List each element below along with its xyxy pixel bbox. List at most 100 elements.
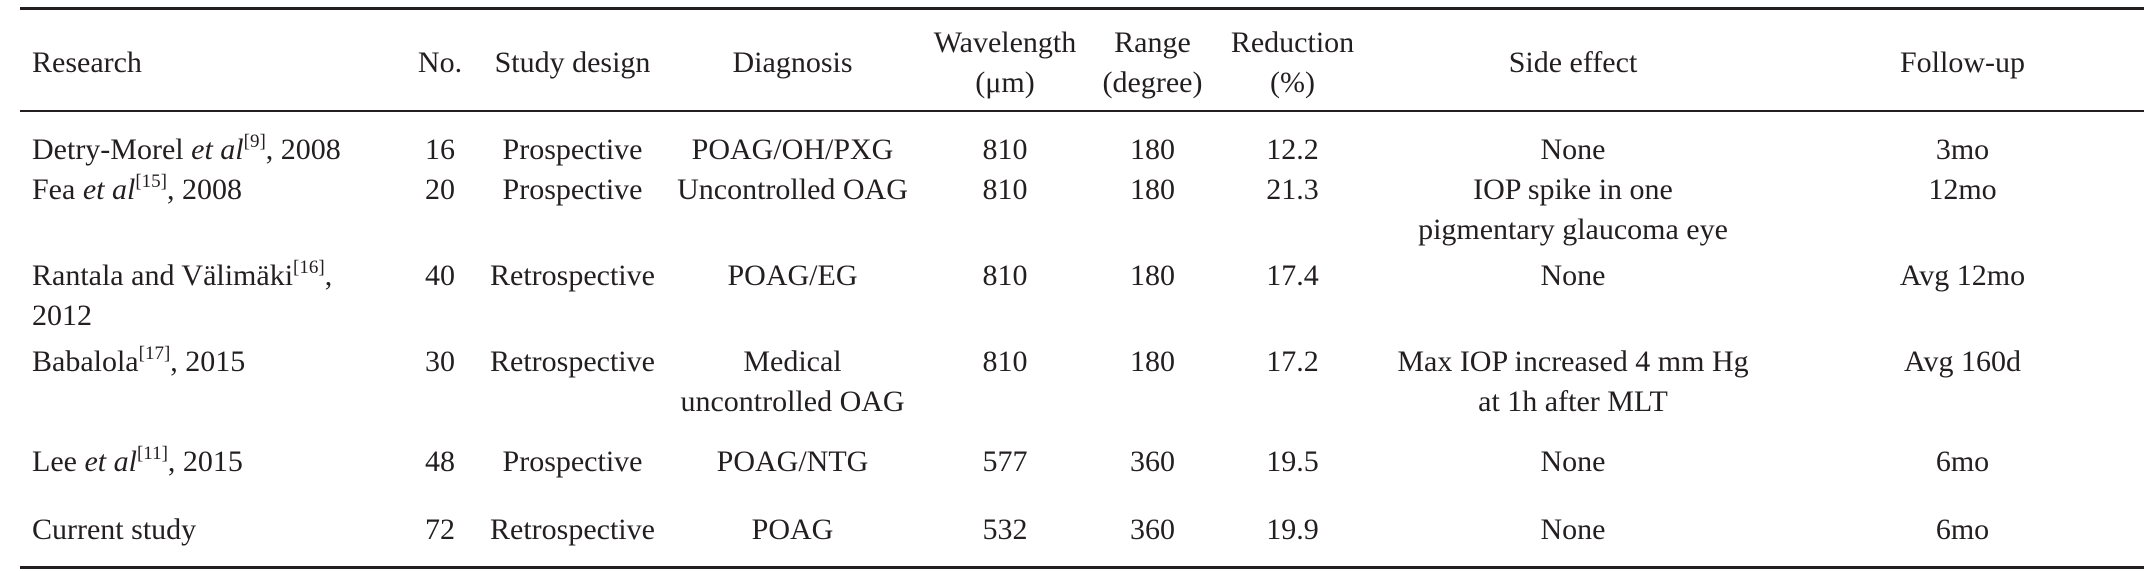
cell-wavelength: 577 <box>982 445 1028 478</box>
header-wavelength: Wavelength (μm) <box>925 7 1085 112</box>
table-row: Rantala and Välimäki[16], 2012 40 Retrosp… <box>20 256 2144 342</box>
table-row: Detry-Morel et al[9], 2008 16 Prospectiv… <box>20 111 2144 170</box>
author: Current study <box>32 513 197 546</box>
cell-no: 72 <box>395 510 485 569</box>
cell-reduction: 19.9 <box>1220 510 1365 569</box>
et-al: et al <box>84 445 137 478</box>
cell-wavelength: 532 <box>925 510 1085 569</box>
cell-side-effect: IOP spike in one pigmentary glaucoma eye <box>1365 170 1781 256</box>
et-al: et al <box>82 173 136 206</box>
year: , 2008 <box>265 133 341 166</box>
cell-design: Prospective <box>502 445 643 478</box>
header-research: Research <box>20 7 395 112</box>
cell-no: 48 <box>425 445 455 478</box>
cell-side-effect: None <box>1540 133 1606 166</box>
year: , 2015 <box>167 445 243 478</box>
cell-reduction: 21.3 <box>1266 173 1319 206</box>
year: , 2015 <box>170 345 246 378</box>
cell-range: 180 <box>1130 345 1175 378</box>
table-row: Babalola[17], 2015 30 Retrospective Medi… <box>20 342 2144 442</box>
cell-side-effect: None <box>1540 445 1606 478</box>
cell-follow-up: 6mo <box>1935 445 1990 478</box>
cell-research: Fea et al[15], 2008 <box>20 170 395 256</box>
cell-diagnosis: POAG/NTG <box>716 445 869 478</box>
reference: [16] <box>293 257 325 278</box>
header-reduction-unit: (%) <box>1270 66 1315 99</box>
cell-range: 180 <box>1130 173 1175 206</box>
table-row: Fea et al[15], 2008 20 Prospective Uncon… <box>20 170 2144 256</box>
cell-wavelength: 810 <box>982 259 1028 292</box>
cell-research: Rantala and Välimäki[16], 2012 <box>20 256 395 342</box>
cell-range: 360 <box>1130 445 1175 478</box>
header-range-label: Range <box>1114 26 1191 59</box>
cell-reduction: 17.2 <box>1266 345 1319 378</box>
cell-wavelength: 810 <box>982 133 1028 166</box>
reference: [15] <box>135 171 167 192</box>
reference: [17] <box>138 343 171 364</box>
cell-range: 360 <box>1085 510 1220 569</box>
cell-research: Detry-Morel et al[9], 2008 <box>20 111 395 170</box>
cell-design: Retrospective <box>485 510 660 569</box>
cell-diagnosis: Medical uncontrolled OAG <box>660 342 925 442</box>
cell-reduction: 12.2 <box>1266 133 1319 166</box>
header-range-unit: (degree) <box>1102 66 1203 99</box>
cell-diagnosis: POAG <box>660 510 925 569</box>
side-effect-line-1: IOP spike in one <box>1473 173 1673 206</box>
et-al: et al <box>191 133 244 166</box>
header-diagnosis: Diagnosis <box>660 7 925 112</box>
diagnosis-line-2: uncontrolled OAG <box>680 385 905 418</box>
table-header: Research No. Study design Diagnosis Wave… <box>20 7 2144 112</box>
author: Fea <box>32 173 83 206</box>
cell-follow-up: Avg 12mo <box>1899 259 2026 292</box>
header-side-effect: Side effect <box>1365 7 1781 112</box>
side-effect-line-2: pigmentary glaucoma eye <box>1418 213 1728 246</box>
reference: [11] <box>136 443 168 464</box>
cell-wavelength: 810 <box>982 173 1028 206</box>
header-wavelength-label: Wavelength <box>933 26 1077 59</box>
author: Detry-Morel <box>32 133 192 166</box>
author: Rantala and Välimäki <box>32 259 294 292</box>
reference: [9] <box>243 131 266 152</box>
header-study-design: Study design <box>485 7 660 112</box>
cell-side-effect: Max IOP increased 4 mm Hg at 1h after MLT <box>1365 342 1781 442</box>
year: , 2008 <box>166 173 242 206</box>
table-body: Detry-Morel et al[9], 2008 16 Prospectiv… <box>20 111 2144 569</box>
author: Lee <box>32 445 85 478</box>
cell-range: 180 <box>1130 259 1175 292</box>
side-effect-line-2: at 1h after MLT <box>1478 385 1668 418</box>
cell-design: Retrospective <box>490 259 655 292</box>
side-effect-line-1: Max IOP increased 4 mm Hg <box>1397 345 1749 378</box>
year: 2012 <box>32 299 92 332</box>
header-reduction: Reduction (%) <box>1220 7 1365 112</box>
cell-side-effect: None <box>1540 259 1606 292</box>
header-follow-up: Follow-up <box>1781 7 2144 112</box>
cell-follow-up: 3mo <box>1935 133 1990 166</box>
header-no: No. <box>395 7 485 112</box>
cell-follow-up: 6mo <box>1781 510 2144 569</box>
header-reduction-label: Reduction <box>1230 26 1355 59</box>
cell-design: Prospective <box>502 173 643 206</box>
cell-follow-up: 12mo <box>1928 173 1997 206</box>
cell-diagnosis: POAG/EG <box>727 259 858 292</box>
cell-research: Current study <box>20 510 395 569</box>
author-comma: , <box>324 259 333 292</box>
header-row: Research No. Study design Diagnosis Wave… <box>20 7 2144 112</box>
cell-no: 40 <box>425 259 455 292</box>
table-row: Current study 72 Retrospective POAG 532 … <box>20 510 2144 569</box>
cell-design: Prospective <box>502 133 643 166</box>
cell-no: 30 <box>425 345 455 378</box>
cell-follow-up: Avg 160d <box>1904 345 2021 378</box>
header-wavelength-unit: (μm) <box>975 66 1035 99</box>
comparison-table: Research No. Study design Diagnosis Wave… <box>20 7 2144 569</box>
cell-no: 16 <box>425 133 455 166</box>
cell-reduction: 19.5 <box>1266 445 1319 478</box>
cell-diagnosis: POAG/OH/PXG <box>691 133 894 166</box>
cell-reduction: 17.4 <box>1266 259 1319 292</box>
cell-design: Retrospective <box>490 345 655 378</box>
cell-research: Lee et al[11], 2015 <box>20 442 395 510</box>
cell-diagnosis: Uncontrolled OAG <box>677 173 908 206</box>
comparison-table-container: Research No. Study design Diagnosis Wave… <box>20 7 2144 569</box>
cell-research: Babalola[17], 2015 <box>20 342 395 442</box>
author: Babalola <box>32 345 139 378</box>
table-row: Lee et al[11], 2015 48 Prospective POAG/… <box>20 442 2144 510</box>
